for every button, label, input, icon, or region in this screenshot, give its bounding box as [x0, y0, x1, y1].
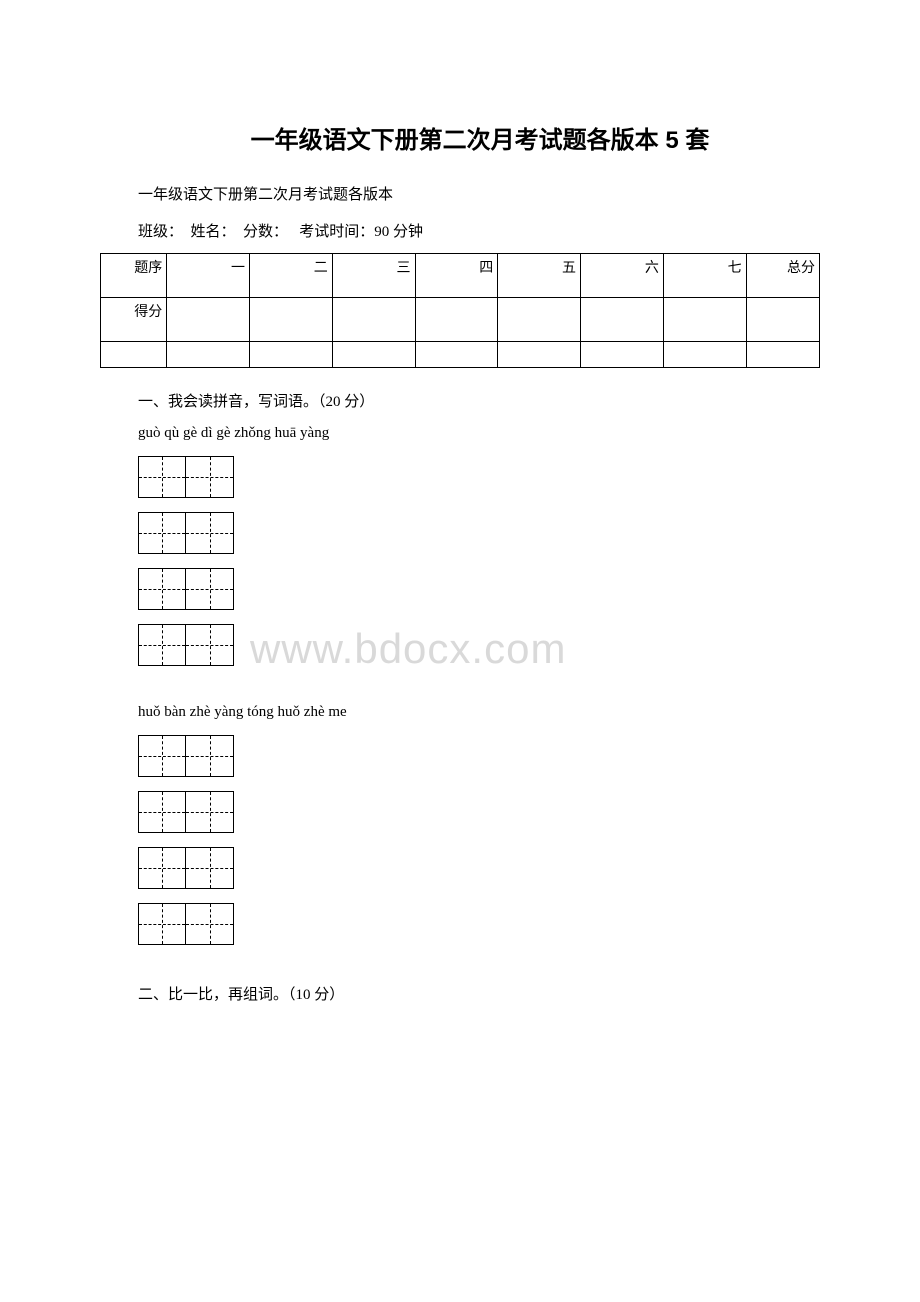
score-cell	[746, 298, 819, 342]
col-header: 六	[581, 254, 664, 298]
tian-cell	[186, 847, 234, 889]
score-cell	[581, 342, 664, 368]
table-row: 题序 一 二 三 四 五 六 七 总分	[101, 254, 820, 298]
subtitle: 一年级语文下册第二次月考试题各版本	[138, 183, 820, 204]
score-cell	[498, 342, 581, 368]
score-cell	[663, 298, 746, 342]
score-cell	[415, 342, 498, 368]
section1-heading: 一、我会读拼音，写词语。（20 分）	[138, 390, 820, 411]
col-header: 五	[498, 254, 581, 298]
tian-box	[138, 903, 234, 945]
pinyin-line-1: guò qù gè dì gè zhǒng huā yàng	[138, 425, 820, 442]
tian-cell	[138, 735, 186, 777]
tian-grid-row	[138, 624, 820, 666]
col-header: 七	[663, 254, 746, 298]
score-label: 分数：	[243, 224, 288, 240]
class-label: 班级：	[138, 224, 183, 240]
tian-grid-row	[138, 568, 820, 610]
score-cell	[332, 342, 415, 368]
col-header: 一	[167, 254, 250, 298]
tian-grid-row	[138, 847, 820, 889]
score-cell	[167, 342, 250, 368]
tian-cell	[138, 624, 186, 666]
tian-grid-row	[138, 512, 820, 554]
col-header: 三	[332, 254, 415, 298]
score-cell	[663, 342, 746, 368]
total-header: 总分	[746, 254, 819, 298]
tian-cell	[138, 791, 186, 833]
score-cell	[167, 298, 250, 342]
score-cell	[332, 298, 415, 342]
table-row	[101, 342, 820, 368]
tian-grid-row	[138, 735, 820, 777]
tian-grid-row	[138, 456, 820, 498]
score-table: 题序 一 二 三 四 五 六 七 总分 得分	[100, 253, 820, 368]
section2-heading: 二、比一比，再组词。（10 分）	[138, 983, 820, 1004]
tian-cell	[186, 568, 234, 610]
tian-box	[138, 624, 234, 666]
tian-cell	[138, 903, 186, 945]
row-label: 题序	[101, 254, 167, 298]
score-cell	[249, 342, 332, 368]
tian-cell	[138, 847, 186, 889]
info-line: 班级： 姓名： 分数： 考试时间：90 分钟	[138, 220, 820, 241]
col-header: 四	[415, 254, 498, 298]
tian-grid-row	[138, 791, 820, 833]
pinyin-line-2: huǒ bàn zhè yàng tóng huǒ zhè me	[138, 704, 820, 721]
tian-box	[138, 847, 234, 889]
tian-box	[138, 791, 234, 833]
document-content: 一年级语文下册第二次月考试题各版本 5 套 一年级语文下册第二次月考试题各版本 …	[100, 120, 820, 1004]
tian-cell	[186, 456, 234, 498]
tian-cell	[186, 624, 234, 666]
score-cell	[101, 342, 167, 368]
name-label: 姓名：	[191, 224, 236, 240]
row-label: 得分	[101, 298, 167, 342]
page-title: 一年级语文下册第二次月考试题各版本 5 套	[140, 120, 820, 155]
tian-box	[138, 568, 234, 610]
score-cell	[249, 298, 332, 342]
tian-cell	[186, 735, 234, 777]
tian-cell	[186, 512, 234, 554]
score-cell	[498, 298, 581, 342]
score-cell	[415, 298, 498, 342]
col-header: 二	[249, 254, 332, 298]
tian-box	[138, 456, 234, 498]
tian-cell	[138, 568, 186, 610]
score-cell	[746, 342, 819, 368]
tian-box	[138, 735, 234, 777]
tian-cell	[186, 903, 234, 945]
tian-cell	[186, 791, 234, 833]
tian-box	[138, 512, 234, 554]
tian-grid-row	[138, 903, 820, 945]
time-label: 考试时间：90 分钟	[299, 224, 423, 240]
tian-cell	[138, 512, 186, 554]
tian-cell	[138, 456, 186, 498]
score-cell	[581, 298, 664, 342]
table-row: 得分	[101, 298, 820, 342]
